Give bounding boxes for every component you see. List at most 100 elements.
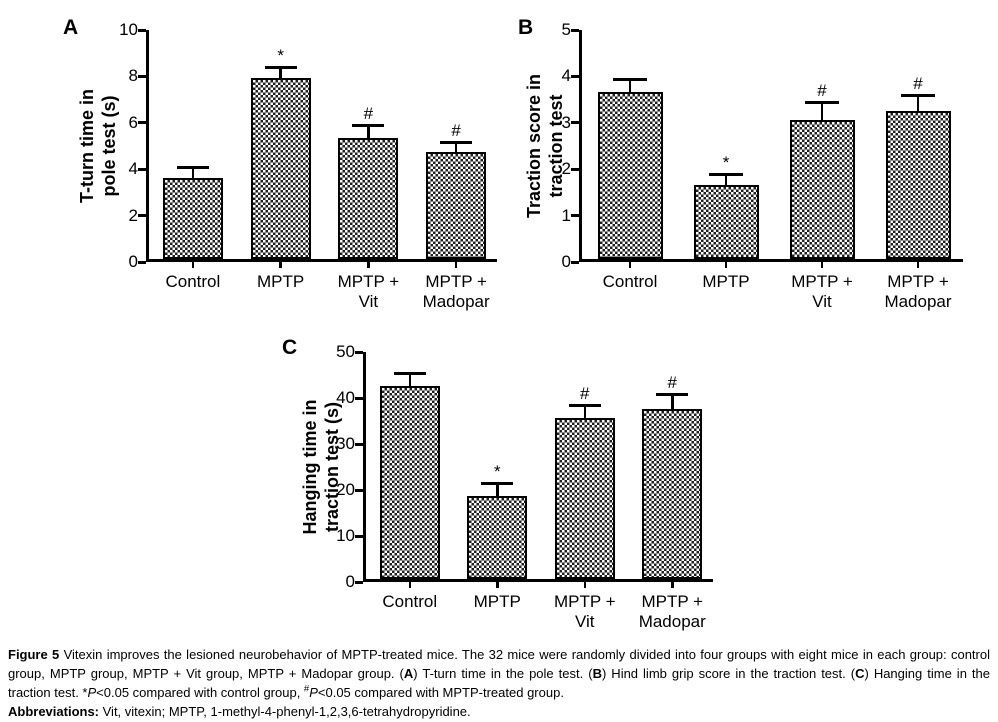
- error-bar-cap: [352, 124, 385, 128]
- chart-panel-a: A T-turn time in pole test (s) 0 2 4 6 8 10 Contr…: [55, 8, 505, 324]
- y-tick: [355, 488, 363, 492]
- x-tick-label: Control: [602, 272, 658, 291]
- plot-area: 0 2 4 6 8 10 Control * MPTP # MPTP + Vit # MPTP + Mado…: [119, 20, 497, 311]
- y-tick: [355, 580, 363, 584]
- y-tick-label: 4: [128, 159, 138, 179]
- x-tick-label: Vit: [574, 612, 595, 631]
- y-tick-label: 3: [561, 112, 571, 132]
- x-tick-label: Madopar: [422, 292, 490, 311]
- x-tick-label: MPTP: [702, 272, 750, 291]
- bar-mptp: [250, 78, 311, 259]
- sig-marker: #: [451, 120, 461, 140]
- error-bar-cap: [708, 173, 744, 177]
- y-axis-title: T-turn time in pole test (s): [76, 26, 120, 266]
- y-axis-title-line: traction test (s): [322, 401, 342, 533]
- y-axis-title: Traction score in traction test: [523, 26, 567, 266]
- caption-segment: A: [403, 666, 414, 681]
- error-bar-cap: [568, 404, 601, 408]
- error-bar-stem: [279, 66, 282, 82]
- y-tick: [138, 167, 146, 171]
- x-tick-label: Madopar: [638, 612, 706, 631]
- bar-control: [162, 177, 223, 259]
- y-tick: [355, 442, 363, 446]
- chart-panel-c: C Hanging time in traction test (s) 0 10 20 30…: [278, 330, 740, 646]
- x-tick-label: MPTP: [257, 272, 305, 291]
- caption-segment: C: [855, 666, 865, 681]
- y-tick-label: 0: [128, 252, 138, 271]
- y-tick: [571, 74, 579, 78]
- x-tick-label: MPTP +: [641, 592, 704, 611]
- bar-mptp-vit: [338, 138, 399, 259]
- y-tick: [138, 260, 146, 264]
- sig-marker: #: [913, 74, 923, 94]
- x-tick: [820, 262, 824, 268]
- y-tick-label: 20: [336, 480, 355, 499]
- y-tick-label: 6: [128, 112, 138, 132]
- x-tick-label: MPTP +: [791, 272, 853, 291]
- y-tick: [138, 121, 146, 125]
- caption-segment: <0.05 compared with control group,: [96, 685, 304, 700]
- error-bar-cap: [440, 140, 473, 144]
- caption-segment: Vitexin improves the lesioned neurobehav…: [8, 647, 990, 681]
- caption-segment: <0.05 compared with MPTP-treated group.: [317, 685, 564, 700]
- y-tick-label: 30: [336, 434, 355, 453]
- error-bar-cap: [481, 482, 514, 486]
- error-bar-stem: [496, 482, 499, 500]
- y-tick: [138, 214, 146, 218]
- y-tick-label: 2: [561, 159, 571, 179]
- caption-paragraph: Figure 5 Vitexin improves the lesioned n…: [8, 645, 990, 702]
- x-tick: [583, 582, 586, 588]
- y-tick: [138, 28, 146, 32]
- error-bar-stem: [454, 140, 458, 156]
- caption-segment: Abbreviations:: [8, 704, 103, 719]
- sig-marker: *: [722, 153, 730, 173]
- error-bar-stem: [583, 404, 586, 421]
- y-axis-title-line: pole test (s): [99, 95, 119, 197]
- caption-segment: ) Hind limb grip score in the traction t…: [601, 666, 856, 681]
- x-tick-label: Control: [382, 592, 438, 611]
- x-tick-label: MPTP +: [553, 592, 616, 611]
- x-tick: [671, 582, 674, 588]
- x-tick-label: MPTP: [473, 592, 521, 611]
- bar-mptp-vit: [789, 119, 855, 259]
- y-tick-label: 10: [119, 20, 138, 39]
- y-axis-title-line: traction test: [546, 94, 566, 198]
- y-tick-label: 2: [128, 205, 138, 225]
- y-tick: [355, 350, 363, 354]
- sig-marker: #: [580, 384, 590, 404]
- x-tick: [628, 262, 632, 268]
- error-bar-cap: [264, 66, 297, 70]
- x-tick: [454, 262, 458, 268]
- y-axis-title-line: Hanging time in: [300, 399, 320, 535]
- caption-segment: ) T-turn time in the pole test. (: [413, 666, 593, 681]
- x-tick-label: Control: [165, 272, 221, 291]
- figure-caption: Figure 5 Vitexin improves the lesioned n…: [8, 645, 990, 721]
- x-tick: [191, 262, 195, 268]
- panel-letter: B: [518, 16, 534, 39]
- plot-area: 0 1 2 3 4 5 Control * MPTP # MPTP + Vit # MPTP + Madop…: [562, 20, 963, 311]
- y-tick: [355, 396, 363, 400]
- x-tick-label: Vit: [358, 292, 379, 311]
- sig-marker: #: [667, 372, 677, 392]
- y-tick: [571, 167, 579, 171]
- error-bar-cap: [176, 166, 209, 170]
- x-tick-label: Vit: [812, 292, 832, 311]
- y-tick-label: 0: [561, 252, 571, 271]
- panel-letter: A: [63, 16, 79, 39]
- caption-segment: Vit, vitexin; MPTP, 1-methyl-4-phenyl-1,…: [102, 704, 471, 719]
- x-tick: [408, 582, 411, 588]
- sig-marker: *: [493, 462, 501, 482]
- error-bar-stem: [191, 166, 195, 181]
- y-tick-label: 5: [561, 20, 571, 39]
- chart-panel-b: B Traction score in traction test 0 1 2 3 4 5 Con…: [512, 8, 970, 324]
- error-bar-stem: [724, 173, 728, 188]
- y-axis-title-line: T-turn time in: [77, 89, 97, 203]
- x-tick: [279, 262, 282, 268]
- x-tick-label: MPTP +: [425, 272, 487, 291]
- caption-segment: #: [303, 683, 310, 695]
- x-tick-label: MPTP +: [337, 272, 400, 291]
- x-tick-label: Madopar: [884, 292, 952, 311]
- y-tick: [571, 214, 579, 218]
- bar-mptp-vit: [554, 418, 615, 579]
